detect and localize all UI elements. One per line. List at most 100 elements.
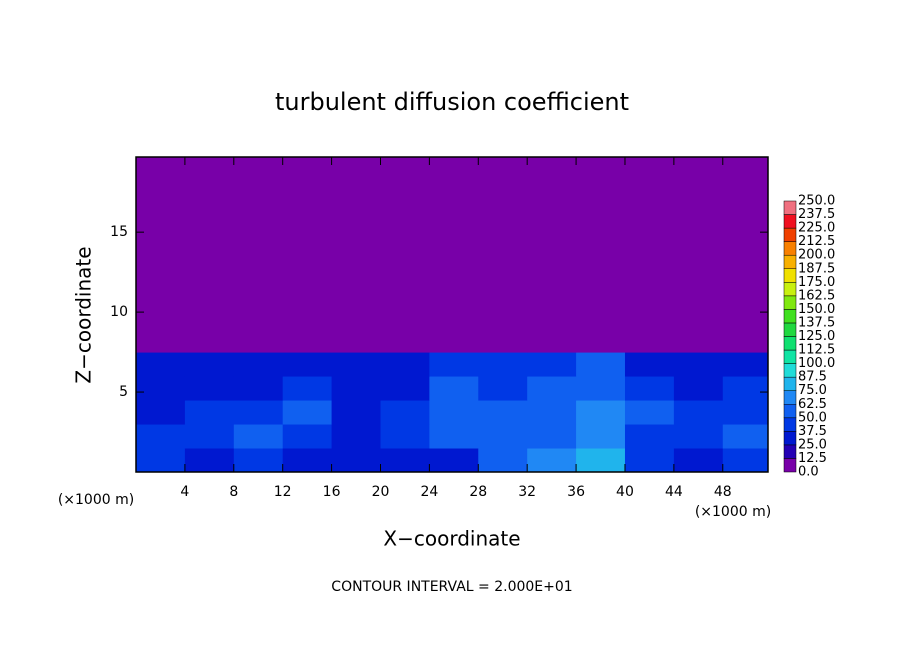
field-cell [673, 448, 724, 473]
field-cell [478, 448, 528, 473]
field-cell [429, 376, 479, 401]
colorbar-swatch [783, 390, 797, 405]
field-cell [282, 352, 333, 377]
x-tick-label: 36 [567, 484, 585, 500]
field-cell [673, 424, 724, 449]
colorbar-label: 137.5 [798, 315, 835, 330]
colorbar-swatch [783, 295, 797, 310]
field-cell [673, 157, 724, 353]
x-tick-label: 16 [323, 484, 341, 500]
field-cell [478, 424, 528, 449]
colorbar-label: 87.5 [798, 370, 827, 385]
field-cell [380, 376, 430, 401]
field-cell [527, 352, 577, 377]
field-cell [136, 352, 186, 377]
colorbar-label: 125.0 [798, 329, 835, 344]
field-cell [429, 424, 479, 449]
field-cell [331, 448, 381, 473]
x-tick-label: 20 [372, 484, 390, 500]
field-cell [576, 424, 626, 449]
field-cell [233, 352, 284, 377]
chart-title: turbulent diffusion coefficient [275, 88, 629, 116]
y-tick-label: 15 [110, 224, 128, 240]
field-cell [576, 157, 626, 353]
field-cell [184, 157, 235, 353]
field-cell [184, 448, 235, 473]
field-cell [429, 157, 479, 353]
field-cell [184, 400, 235, 425]
x-tick-label: 32 [518, 484, 536, 500]
colorbar-swatch [783, 349, 797, 364]
field-cell [380, 352, 430, 377]
field-cell [527, 424, 577, 449]
field-cell [673, 352, 724, 377]
field-cell [380, 157, 430, 353]
field-cell [136, 448, 186, 473]
field-cell [673, 400, 724, 425]
colorbar-swatch [783, 309, 797, 324]
field-cell [527, 400, 577, 425]
colorbar-label: 0.0 [798, 465, 819, 480]
colorbar-label: 250.0 [798, 194, 835, 209]
colorbar-swatch [783, 458, 797, 473]
y-unit: (×1000 m) [58, 492, 134, 508]
colorbar-swatch [783, 282, 797, 297]
field-cell [624, 424, 675, 449]
field-cell [136, 400, 186, 425]
field-cell [233, 424, 284, 449]
colorbar-swatch [783, 241, 797, 256]
colorbar-label: 62.5 [798, 397, 827, 412]
colorbar-swatch [783, 200, 797, 215]
field-cell [331, 376, 381, 401]
colorbar-swatch [783, 268, 797, 283]
y-tick-label: 10 [110, 304, 128, 320]
field-cell [722, 157, 769, 353]
field-cell [233, 448, 284, 473]
x-tick-label: 44 [665, 484, 683, 500]
field-cell [136, 424, 186, 449]
field-cell [184, 424, 235, 449]
colorbar-label: 100.0 [798, 356, 835, 371]
field-cell [380, 448, 430, 473]
field-cell [429, 352, 479, 377]
field-cell [624, 376, 675, 401]
field-cell [527, 157, 577, 353]
colorbar-swatch [783, 417, 797, 432]
x-tick-label: 8 [229, 484, 238, 500]
colorbar-swatch [783, 227, 797, 242]
colorbar-swatch [783, 214, 797, 229]
colorbar-label: 37.5 [798, 424, 827, 439]
colorbar-label: 200.0 [798, 248, 835, 263]
colorbar-swatch [783, 336, 797, 351]
x-tick-label: 24 [420, 484, 438, 500]
field-cell [282, 400, 333, 425]
field-cell [136, 376, 186, 401]
x-tick-label: 4 [180, 484, 189, 500]
field-cell [331, 424, 381, 449]
x-unit: (×1000 m) [695, 504, 771, 520]
field-cell [722, 352, 769, 377]
field-cell [184, 376, 235, 401]
field-cell [136, 157, 186, 353]
field-cell [478, 157, 528, 353]
colorbar-label: 162.5 [798, 288, 835, 303]
colorbar-label: 212.5 [798, 234, 835, 249]
colorbar-swatch [783, 376, 797, 391]
field-cell [478, 352, 528, 377]
colorbar-label: 112.5 [798, 343, 835, 358]
field-cell [624, 157, 675, 353]
field-cell [624, 400, 675, 425]
field-cell [576, 376, 626, 401]
field-cell [624, 448, 675, 473]
field-cell [331, 400, 381, 425]
field-cell [429, 400, 479, 425]
colorbar-swatch [783, 254, 797, 269]
x-tick-label: 40 [616, 484, 634, 500]
colorbar-label: 50.0 [798, 410, 827, 425]
colorbar-label: 25.0 [798, 437, 827, 452]
field-cell [576, 400, 626, 425]
colorbar-label: 12.5 [798, 451, 827, 466]
field-cell [282, 376, 333, 401]
